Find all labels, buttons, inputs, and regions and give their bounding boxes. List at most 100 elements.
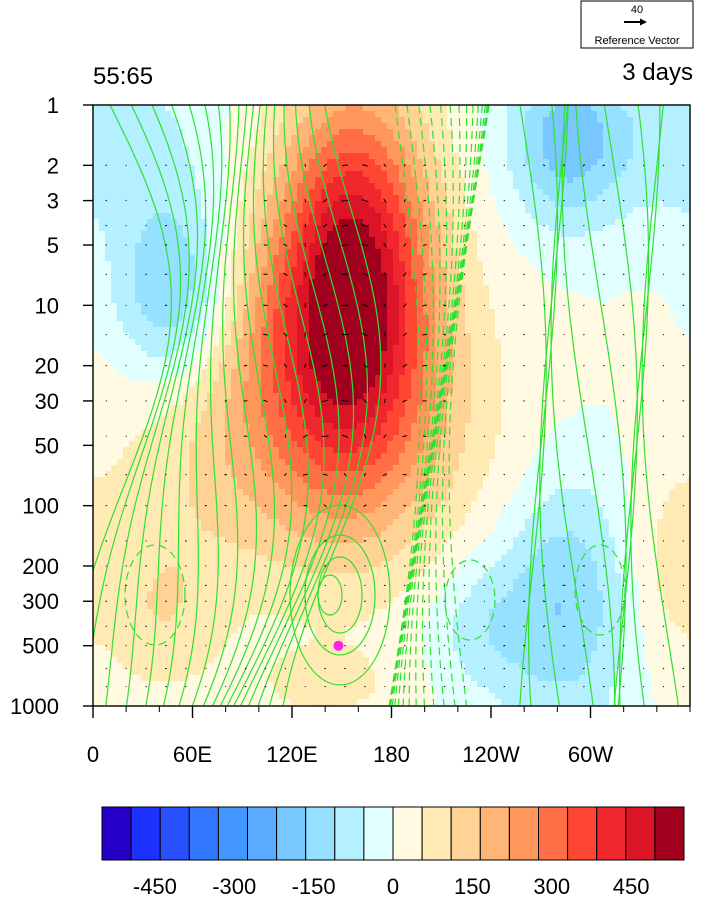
anomaly-cell bbox=[561, 231, 568, 238]
anomaly-cell bbox=[663, 177, 670, 184]
anomaly-cell bbox=[159, 207, 166, 214]
anomaly-cell bbox=[147, 333, 154, 340]
anomaly-cell bbox=[231, 213, 238, 220]
anomaly-cell bbox=[579, 153, 586, 160]
anomaly-cell bbox=[645, 387, 652, 394]
anomaly-cell bbox=[597, 303, 604, 310]
anomaly-cell bbox=[129, 201, 136, 208]
anomaly-cell bbox=[345, 165, 352, 172]
anomaly-cell bbox=[477, 285, 484, 292]
anomaly-cell bbox=[423, 243, 430, 250]
anomaly-cell bbox=[117, 375, 124, 382]
anomaly-cell bbox=[111, 189, 118, 196]
anomaly-cell bbox=[171, 399, 178, 406]
anomaly-cell bbox=[291, 111, 298, 118]
anomaly-cell bbox=[303, 153, 310, 160]
anomaly-cell bbox=[465, 177, 472, 184]
anomaly-cell bbox=[315, 399, 322, 406]
anomaly-cell bbox=[687, 357, 690, 364]
anomaly-cell bbox=[363, 351, 370, 358]
anomaly-cell bbox=[267, 279, 274, 286]
anomaly-cell bbox=[267, 201, 274, 208]
anomaly-cell bbox=[99, 171, 106, 178]
anomaly-cell bbox=[609, 237, 616, 244]
anomaly-cell bbox=[465, 153, 472, 160]
anomaly-cell bbox=[387, 309, 394, 316]
anomaly-cell bbox=[483, 375, 490, 382]
anomaly-cell bbox=[279, 201, 286, 208]
anomaly-cell bbox=[243, 333, 250, 340]
anomaly-cell bbox=[225, 147, 232, 154]
anomaly-cell bbox=[573, 255, 580, 262]
anomaly-cell bbox=[411, 111, 418, 118]
anomaly-cell bbox=[681, 303, 688, 310]
anomaly-cell bbox=[243, 387, 250, 394]
anomaly-cell bbox=[555, 219, 562, 226]
anomaly-cell bbox=[291, 255, 298, 262]
anomaly-cell bbox=[459, 369, 466, 376]
anomaly-cell bbox=[333, 285, 340, 292]
anomaly-cell bbox=[141, 195, 148, 202]
anomaly-cell bbox=[369, 345, 376, 352]
anomaly-cell bbox=[549, 195, 556, 202]
anomaly-cell bbox=[639, 315, 646, 322]
anomaly-cell bbox=[279, 255, 286, 262]
anomaly-cell bbox=[501, 261, 508, 268]
anomaly-cell bbox=[447, 255, 454, 262]
anomaly-cell bbox=[363, 135, 370, 142]
anomaly-cell bbox=[207, 111, 214, 118]
anomaly-cell bbox=[195, 177, 202, 184]
anomaly-cell bbox=[135, 249, 142, 256]
anomaly-cell bbox=[315, 147, 322, 154]
anomaly-cell bbox=[639, 243, 646, 250]
anomaly-cell bbox=[399, 303, 406, 310]
anomaly-cell bbox=[213, 363, 220, 370]
anomaly-cell bbox=[357, 183, 364, 190]
anomaly-cell bbox=[255, 201, 262, 208]
anomaly-cell bbox=[237, 117, 244, 124]
anomaly-cell bbox=[399, 345, 406, 352]
anomaly-cell bbox=[477, 327, 484, 334]
anomaly-cell bbox=[375, 177, 382, 184]
anomaly-cell bbox=[171, 201, 178, 208]
anomaly-cell bbox=[123, 267, 130, 274]
anomaly-cell bbox=[129, 393, 136, 400]
anomaly-cell bbox=[177, 111, 184, 118]
anomaly-cell bbox=[333, 315, 340, 322]
anomaly-cell bbox=[549, 183, 556, 190]
anomaly-cell bbox=[111, 237, 118, 244]
anomaly-cell bbox=[387, 387, 394, 394]
anomaly-cell bbox=[417, 171, 424, 178]
anomaly-cell bbox=[525, 381, 532, 388]
anomaly-cell bbox=[363, 369, 370, 376]
anomaly-cell bbox=[507, 165, 514, 172]
anomaly-cell bbox=[573, 129, 580, 136]
anomaly-cell bbox=[597, 387, 604, 394]
anomaly-cell bbox=[663, 345, 670, 352]
anomaly-cell bbox=[357, 117, 364, 124]
anomaly-cell bbox=[105, 381, 112, 388]
anomaly-cell bbox=[165, 123, 172, 130]
anomaly-cell bbox=[423, 261, 430, 268]
anomaly-cell bbox=[369, 105, 376, 112]
anomaly-cell bbox=[213, 261, 220, 268]
anomaly-cell bbox=[465, 237, 472, 244]
anomaly-cell bbox=[453, 315, 460, 322]
anomaly-cell bbox=[267, 363, 274, 370]
anomaly-cell bbox=[285, 255, 292, 262]
anomaly-cell bbox=[651, 285, 658, 292]
anomaly-cell bbox=[387, 225, 394, 232]
anomaly-cell bbox=[585, 351, 592, 358]
anomaly-cell bbox=[411, 291, 418, 298]
anomaly-cell bbox=[369, 375, 376, 382]
anomaly-cell bbox=[129, 219, 136, 226]
anomaly-cell bbox=[471, 141, 478, 148]
anomaly-cell bbox=[405, 285, 412, 292]
anomaly-cell bbox=[303, 195, 310, 202]
anomaly-cell bbox=[213, 381, 220, 388]
anomaly-cell bbox=[159, 129, 166, 136]
anomaly-cell bbox=[441, 219, 448, 226]
anomaly-cell bbox=[111, 195, 118, 202]
anomaly-cell bbox=[255, 279, 262, 286]
anomaly-cell bbox=[159, 345, 166, 352]
